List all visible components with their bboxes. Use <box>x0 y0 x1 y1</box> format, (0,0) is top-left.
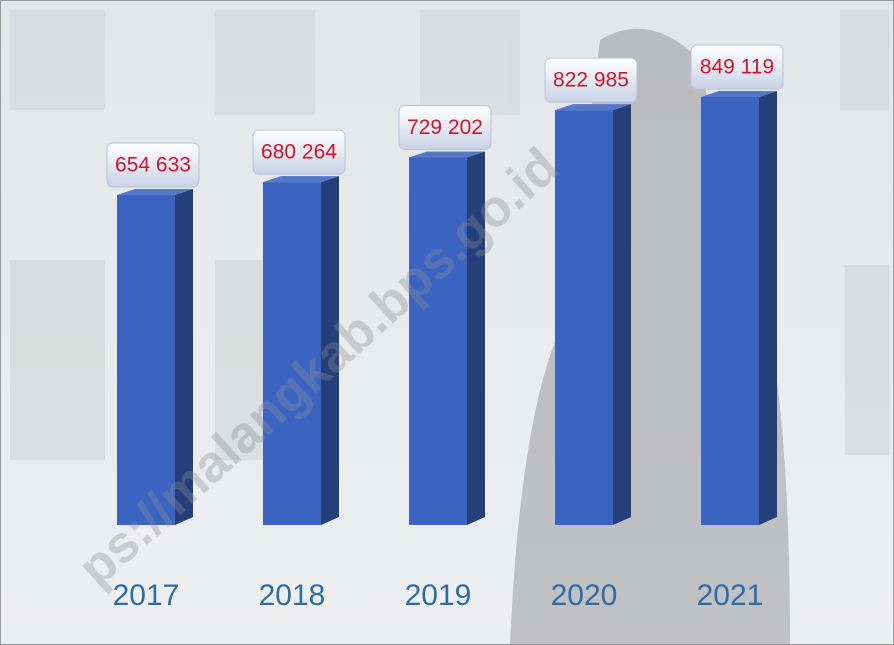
x-tick-label: 2019 <box>405 579 472 612</box>
bar-side <box>175 189 193 526</box>
x-tick-label: 2018 <box>259 579 326 612</box>
value-label: 729 202 <box>407 116 483 139</box>
bar-side <box>467 151 485 525</box>
bar <box>701 97 759 525</box>
x-tick-label: 2021 <box>697 579 764 612</box>
value-label-box <box>398 104 492 150</box>
bar-top <box>117 189 193 196</box>
value-label: 680 264 <box>261 141 337 164</box>
bar <box>117 195 175 526</box>
value-label: 654 633 <box>115 154 191 177</box>
value-label: 849 119 <box>700 56 774 79</box>
bar-top <box>701 91 777 97</box>
bar <box>263 182 321 525</box>
x-tick-label: 2020 <box>551 579 618 612</box>
bar-side <box>759 91 777 525</box>
bar-top <box>263 176 339 183</box>
bar <box>555 110 613 526</box>
bar-top <box>555 104 631 111</box>
bar-side <box>613 104 631 526</box>
bar-side <box>321 176 339 525</box>
bar-top <box>409 151 485 158</box>
value-label-box <box>690 44 784 90</box>
value-label-box <box>106 142 200 188</box>
value-label-box <box>544 57 638 103</box>
bar <box>409 157 467 525</box>
x-tick-label: 2017 <box>113 579 180 612</box>
value-label-box <box>252 129 346 175</box>
value-label: 822 985 <box>553 69 629 92</box>
